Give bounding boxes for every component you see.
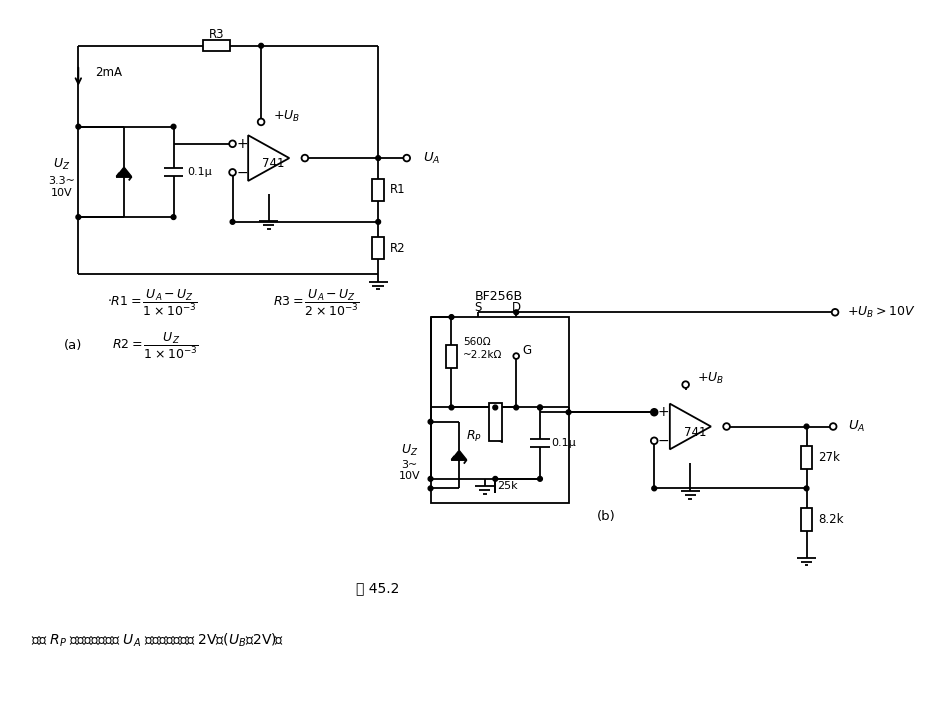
Circle shape <box>492 405 497 410</box>
Text: 位器 $R_P$ 调节电压。电压 $U_A$ 的调节范围约为 2V～($U_B$－2V)。: 位器 $R_P$ 调节电压。电压 $U_A$ 的调节范围约为 2V～($U_B$… <box>31 632 284 649</box>
Circle shape <box>829 423 835 430</box>
Text: $U_Z$: $U_Z$ <box>400 443 418 458</box>
Circle shape <box>76 124 81 129</box>
Text: R1: R1 <box>389 184 405 197</box>
Circle shape <box>171 124 176 129</box>
Circle shape <box>651 410 656 415</box>
Polygon shape <box>451 450 466 460</box>
Circle shape <box>230 220 235 225</box>
Bar <box>430 317 568 503</box>
Circle shape <box>427 486 432 490</box>
Text: 10V: 10V <box>399 471 420 481</box>
Circle shape <box>722 423 730 430</box>
Text: $U_A$: $U_A$ <box>423 151 439 166</box>
Text: −: − <box>236 165 248 179</box>
Text: $+U_B$: $+U_B$ <box>273 109 299 124</box>
Bar <box>489 403 502 440</box>
Circle shape <box>171 214 176 220</box>
Polygon shape <box>669 404 710 449</box>
Text: 10V: 10V <box>50 188 72 198</box>
Circle shape <box>375 156 380 160</box>
Bar <box>800 446 811 469</box>
Circle shape <box>449 315 453 320</box>
Circle shape <box>514 405 518 410</box>
Circle shape <box>537 476 541 481</box>
Text: G: G <box>521 344 530 357</box>
Text: $R3=\dfrac{U_A-U_Z}{2\times10^{-3}}$: $R3=\dfrac{U_A-U_Z}{2\times10^{-3}}$ <box>273 287 360 318</box>
Bar <box>445 345 457 368</box>
Text: 3~: 3~ <box>401 460 417 470</box>
Circle shape <box>681 381 688 388</box>
Text: (b): (b) <box>597 511 616 523</box>
Circle shape <box>427 420 432 424</box>
Circle shape <box>537 405 541 410</box>
Circle shape <box>650 438 657 444</box>
Text: 2mA: 2mA <box>95 66 122 79</box>
Text: 25k: 25k <box>497 481 517 491</box>
Circle shape <box>492 476 497 481</box>
Circle shape <box>229 140 235 147</box>
Circle shape <box>513 353 518 359</box>
Text: 0.1μ: 0.1μ <box>551 438 576 448</box>
Circle shape <box>449 405 453 410</box>
Text: +: + <box>236 137 248 151</box>
Circle shape <box>403 154 410 162</box>
Bar <box>372 179 384 202</box>
Circle shape <box>650 409 657 415</box>
Circle shape <box>76 214 81 220</box>
Text: $U_Z$: $U_Z$ <box>53 157 70 172</box>
Text: S: S <box>474 301 481 314</box>
Text: 560Ω: 560Ω <box>463 337 490 347</box>
Polygon shape <box>116 167 132 177</box>
Text: R2: R2 <box>389 242 405 255</box>
Circle shape <box>537 405 541 410</box>
Bar <box>372 237 384 260</box>
Text: D: D <box>511 301 520 314</box>
Circle shape <box>259 44 263 48</box>
Text: 8.2k: 8.2k <box>817 513 843 526</box>
Bar <box>203 40 230 51</box>
Text: $R_P$: $R_P$ <box>465 428 481 443</box>
Circle shape <box>427 476 432 481</box>
Text: BF256B: BF256B <box>475 290 523 302</box>
Text: R3: R3 <box>209 28 223 41</box>
Circle shape <box>514 310 518 315</box>
Text: ~2.2kΩ: ~2.2kΩ <box>463 350 502 360</box>
Circle shape <box>375 220 380 225</box>
Text: 27k: 27k <box>817 451 839 464</box>
Text: $R2=\dfrac{U_Z}{1\times10^{-3}}$: $R2=\dfrac{U_Z}{1\times10^{-3}}$ <box>111 330 198 360</box>
Text: +: + <box>657 405 669 419</box>
Circle shape <box>229 169 235 176</box>
Text: 0.1μ: 0.1μ <box>186 167 211 177</box>
Text: (a): (a) <box>64 339 83 352</box>
Circle shape <box>804 424 808 429</box>
Text: $+U_B>10V$: $+U_B>10V$ <box>845 305 914 320</box>
Text: 3.3~: 3.3~ <box>47 177 74 187</box>
Text: $\cdot R1=\dfrac{U_A-U_Z}{1\times10^{-3}}$: $\cdot R1=\dfrac{U_A-U_Z}{1\times10^{-3}… <box>107 287 197 318</box>
Text: 741: 741 <box>683 425 705 439</box>
Circle shape <box>301 154 308 162</box>
Circle shape <box>258 119 264 125</box>
Polygon shape <box>248 135 289 181</box>
Bar <box>800 508 811 531</box>
Circle shape <box>565 410 570 415</box>
Circle shape <box>804 486 808 490</box>
Text: $U_A$: $U_A$ <box>847 419 865 434</box>
Text: −: − <box>657 434 669 448</box>
Circle shape <box>831 309 837 315</box>
Text: $+U_B$: $+U_B$ <box>696 371 723 387</box>
Text: 图 45.2: 图 45.2 <box>356 581 400 596</box>
Circle shape <box>651 486 656 490</box>
Text: 741: 741 <box>262 157 285 170</box>
